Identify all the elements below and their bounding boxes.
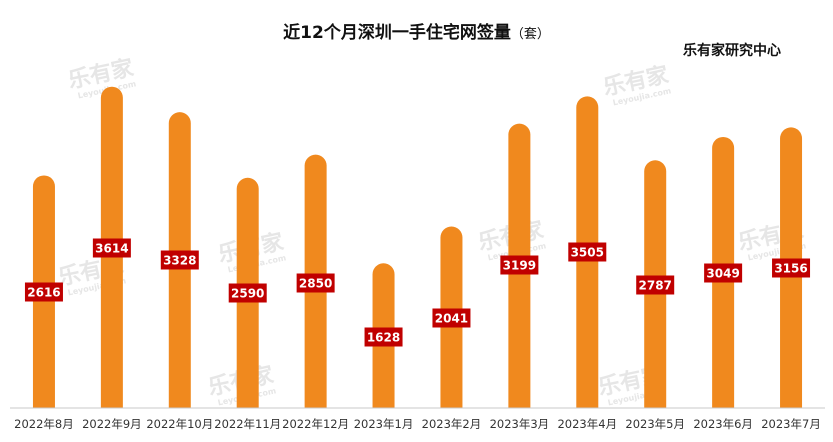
data-label: 3614 (95, 242, 128, 256)
data-label-bg (296, 273, 335, 293)
bars (32, 86, 803, 409)
x-tick-label: 2022年11月 (214, 417, 281, 431)
x-tick-label: 2022年8月 (14, 417, 74, 431)
data-label: 2850 (299, 277, 332, 291)
data-label-bg (432, 308, 471, 328)
data-label-bg (364, 327, 403, 347)
data-label: 3328 (163, 254, 196, 268)
data-labels: 2616 3614 3328 2590 2850 1628 2041 3199 3505 2787… (24, 238, 811, 347)
x-tick-label: 2023年7月 (761, 417, 821, 431)
chart-title-unit: （套） (510, 27, 550, 42)
data-label-bg (160, 250, 199, 270)
data-label-bg (704, 263, 743, 283)
x-tick-label: 2023年4月 (557, 417, 617, 431)
data-label: 2787 (639, 279, 672, 293)
data-label: 3049 (706, 267, 739, 281)
data-label-bg (636, 275, 675, 295)
x-tick-label: 2022年12月 (282, 417, 349, 431)
data-label: 3156 (774, 262, 807, 276)
data-label: 2041 (435, 312, 468, 326)
x-tick-label: 2023年3月 (490, 417, 550, 431)
data-label-bg (568, 242, 607, 262)
x-tick-label: 2023年1月 (354, 417, 414, 431)
data-label-bg (228, 283, 267, 303)
x-tick-label: 2022年10月 (146, 417, 213, 431)
source-label: 乐有家研究中心 (683, 43, 781, 59)
data-label-bg (24, 282, 63, 302)
data-label: 3199 (503, 259, 536, 273)
data-label-bg (500, 255, 539, 275)
x-tick-label: 2023年2月 (422, 417, 482, 431)
x-tick-label: 2023年5月 (625, 417, 685, 431)
data-label-bg (92, 238, 131, 258)
data-label: 3505 (571, 246, 604, 260)
chart-title: 近12个月深圳一手住宅网签量（套） (0, 18, 833, 43)
watermarks: 乐有家Leyoujia.com乐有家Leyoujia.com乐有家Leyouji… (56, 55, 807, 408)
x-tick-label: 2022年9月 (82, 417, 142, 431)
data-label: 2590 (231, 287, 264, 301)
data-label: 1628 (367, 331, 400, 345)
x-tick-labels: 2022年8月 2022年9月 2022年10月 2022年11月 2022年12月 20… (14, 417, 821, 431)
data-label: 2616 (27, 286, 60, 300)
chart-title-text: 近12个月深圳一手住宅网签量 (283, 23, 511, 43)
data-label-bg (772, 258, 811, 278)
x-tick-label: 2023年6月 (693, 417, 753, 431)
